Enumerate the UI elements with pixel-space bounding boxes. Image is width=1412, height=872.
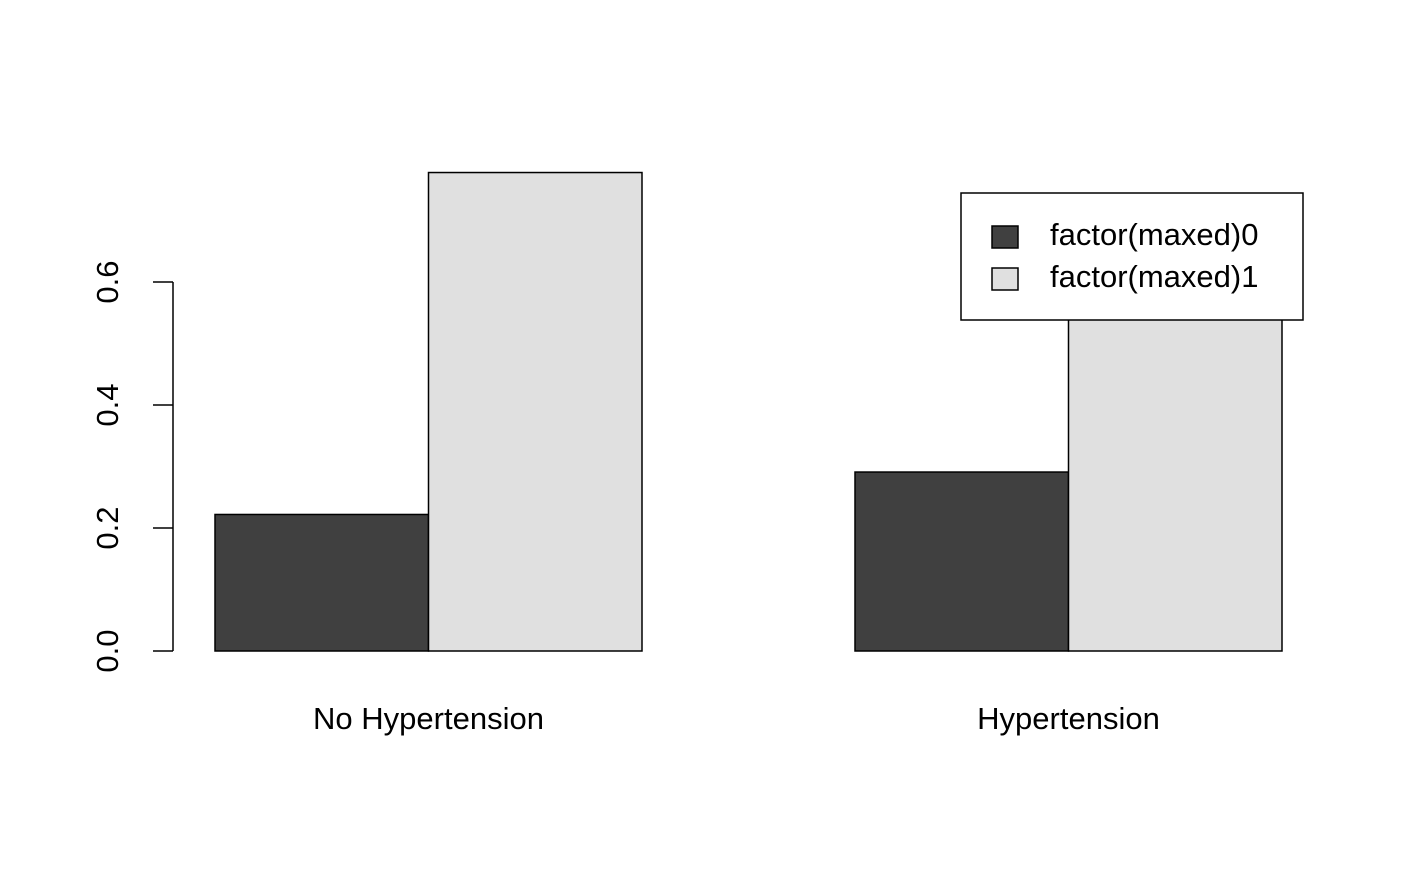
legend-key	[991, 267, 1019, 291]
y-tick-label: 0.0	[90, 629, 125, 672]
legend-label: factor(maxed)1	[1050, 259, 1258, 294]
y-tick-label: 0.4	[90, 383, 125, 426]
x-tick-label: Hypertension	[977, 701, 1160, 736]
y-tick-label: 0.6	[90, 260, 125, 303]
legend-label: factor(maxed)0	[1050, 217, 1258, 252]
x-tick-label: No Hypertension	[313, 701, 544, 736]
legend-key	[991, 225, 1019, 249]
bar	[214, 513, 430, 652]
bar	[427, 171, 643, 652]
legend-box	[960, 192, 1304, 321]
bar	[854, 471, 1070, 652]
y-tick-label: 0.2	[90, 506, 125, 549]
